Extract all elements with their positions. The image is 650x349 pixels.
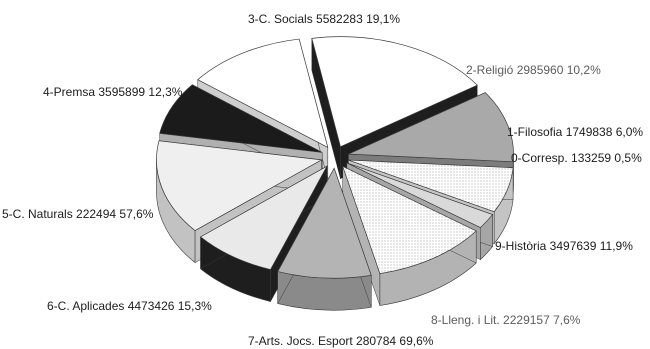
slice-filosofia: [348, 159, 514, 213]
slice-labels: 3-C. Socials 5582283 19,1% 2-Religió 298…: [2, 12, 643, 348]
slice-label-premsa: 4-Premsa 3595899 12,3%: [43, 85, 183, 99]
slice-label-historia: 9-Història 3497639 11,9%: [495, 239, 633, 253]
slice-naturals: [159, 84, 323, 153]
slice-label-arts: 7-Arts. Jocs. Esport 280784 69,6%: [248, 334, 434, 348]
slice-label-filosofia: 1-Filosofia 1749838 6,0%: [507, 125, 643, 139]
slice-arts: [199, 165, 328, 270]
slice-label-socials: 3-C. Socials 5582283 19,1%: [248, 12, 400, 26]
slice-llengua: [277, 167, 372, 279]
slice-premsa: [197, 38, 329, 149]
slice-socials: [311, 36, 478, 148]
slice-label-aplicades: 6-C. Aplicades 4473426 15,3%: [47, 299, 212, 313]
slice-aplicades: [156, 140, 323, 232]
slice-historia: [342, 165, 477, 274]
slice-label-corresp: 0-Corresp. 133259 0,5%: [511, 151, 642, 165]
slice-label-llengua: 8-Lleng. i Lit. 2229157 7,6%: [431, 313, 581, 327]
slice-label-naturals: 5-C. Naturals 222494 57,6%: [2, 207, 154, 221]
slice-label-religio: 2-Religió 2985960 10,2%: [466, 63, 601, 77]
slice-corresp: [346, 162, 494, 229]
pie-slices: [156, 36, 514, 311]
slice-religio: [348, 92, 514, 163]
